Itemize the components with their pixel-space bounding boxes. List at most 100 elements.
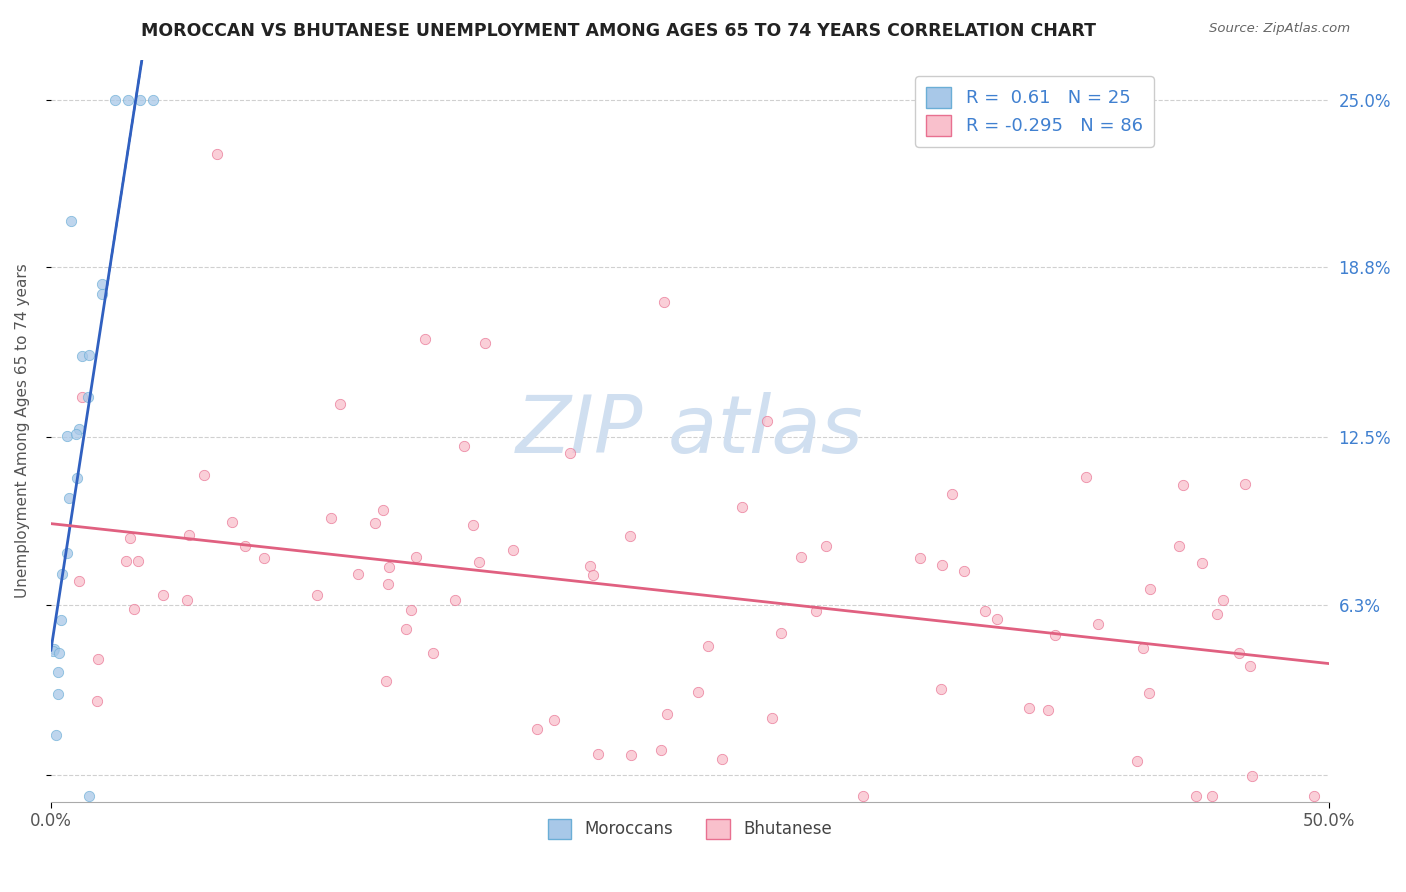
Point: [179, 528, 201, 542]
Point: [941, 487, 963, 501]
Point: [65, 426, 87, 441]
Point: [686, 685, 709, 699]
Point: [377, 576, 399, 591]
Point: [1185, 789, 1208, 804]
Point: [931, 558, 953, 573]
Legend: Moroccans, Bhutanese: Moroccans, Bhutanese: [541, 813, 838, 846]
Point: [395, 622, 418, 636]
Point: [77, 789, 100, 804]
Point: [69, 422, 91, 436]
Point: [815, 539, 838, 553]
Point: [1205, 607, 1227, 621]
Point: [1239, 659, 1261, 673]
Point: [127, 554, 149, 568]
Point: [377, 560, 399, 574]
Point: [761, 711, 783, 725]
Point: [655, 706, 678, 721]
Point: [1043, 628, 1066, 642]
Point: [1191, 556, 1213, 570]
Point: [329, 397, 352, 411]
Point: [51, 613, 73, 627]
Point: [755, 414, 778, 428]
Point: [974, 604, 997, 618]
Point: [468, 555, 491, 569]
Point: [560, 446, 582, 460]
Point: [117, 93, 139, 107]
Point: [48, 646, 70, 660]
Point: [321, 510, 343, 524]
Point: [371, 503, 394, 517]
Point: [67, 574, 90, 588]
Point: [221, 515, 243, 529]
Point: [1087, 616, 1109, 631]
Point: [42, 642, 65, 657]
Point: [91, 277, 114, 292]
Point: [70, 350, 93, 364]
Point: [652, 295, 675, 310]
Point: [364, 516, 387, 531]
Point: [124, 601, 146, 615]
Point: [1240, 769, 1263, 783]
Point: [233, 539, 256, 553]
Point: [953, 564, 976, 578]
Point: [1212, 593, 1234, 607]
Point: [1126, 754, 1149, 768]
Point: [347, 567, 370, 582]
Point: [46, 687, 69, 701]
Point: [405, 550, 427, 565]
Point: [152, 588, 174, 602]
Point: [461, 517, 484, 532]
Point: [986, 612, 1008, 626]
Y-axis label: Unemployment Among Ages 65 to 74 years: Unemployment Among Ages 65 to 74 years: [15, 263, 30, 598]
Point: [1233, 477, 1256, 491]
Point: [399, 603, 422, 617]
Point: [1137, 686, 1160, 700]
Point: [711, 752, 734, 766]
Point: [1227, 646, 1250, 660]
Text: MOROCCAN VS BHUTANESE UNEMPLOYMENT AMONG AGES 65 TO 74 YEARS CORRELATION CHART: MOROCCAN VS BHUTANESE UNEMPLOYMENT AMONG…: [141, 22, 1097, 40]
Point: [87, 652, 110, 666]
Point: [1132, 640, 1154, 655]
Point: [142, 93, 165, 107]
Point: [852, 789, 875, 804]
Point: [770, 626, 793, 640]
Point: [60, 214, 83, 228]
Point: [1139, 582, 1161, 596]
Point: [45, 728, 67, 742]
Point: [731, 500, 754, 515]
Point: [804, 604, 827, 618]
Point: [1201, 789, 1223, 804]
Point: [1074, 470, 1097, 484]
Point: [579, 559, 602, 574]
Point: [697, 640, 720, 654]
Point: [120, 531, 142, 545]
Text: Source: ZipAtlas.com: Source: ZipAtlas.com: [1209, 22, 1350, 36]
Point: [77, 348, 100, 362]
Point: [650, 743, 672, 757]
Point: [55, 546, 77, 560]
Text: ZIP atlas: ZIP atlas: [516, 392, 863, 469]
Point: [1168, 539, 1191, 553]
Point: [444, 593, 467, 607]
Point: [619, 529, 641, 543]
Point: [586, 747, 609, 761]
Point: [1303, 789, 1326, 804]
Point: [205, 147, 228, 161]
Point: [305, 587, 328, 601]
Point: [42, 644, 65, 658]
Point: [58, 491, 80, 505]
Point: [1018, 700, 1040, 714]
Point: [543, 713, 565, 727]
Point: [413, 332, 436, 346]
Point: [620, 747, 643, 762]
Point: [1171, 477, 1194, 491]
Point: [115, 553, 138, 567]
Point: [51, 567, 73, 582]
Point: [176, 593, 198, 607]
Point: [582, 568, 605, 582]
Point: [86, 694, 108, 708]
Point: [908, 550, 931, 565]
Point: [453, 439, 475, 453]
Point: [77, 390, 100, 404]
Point: [46, 665, 69, 679]
